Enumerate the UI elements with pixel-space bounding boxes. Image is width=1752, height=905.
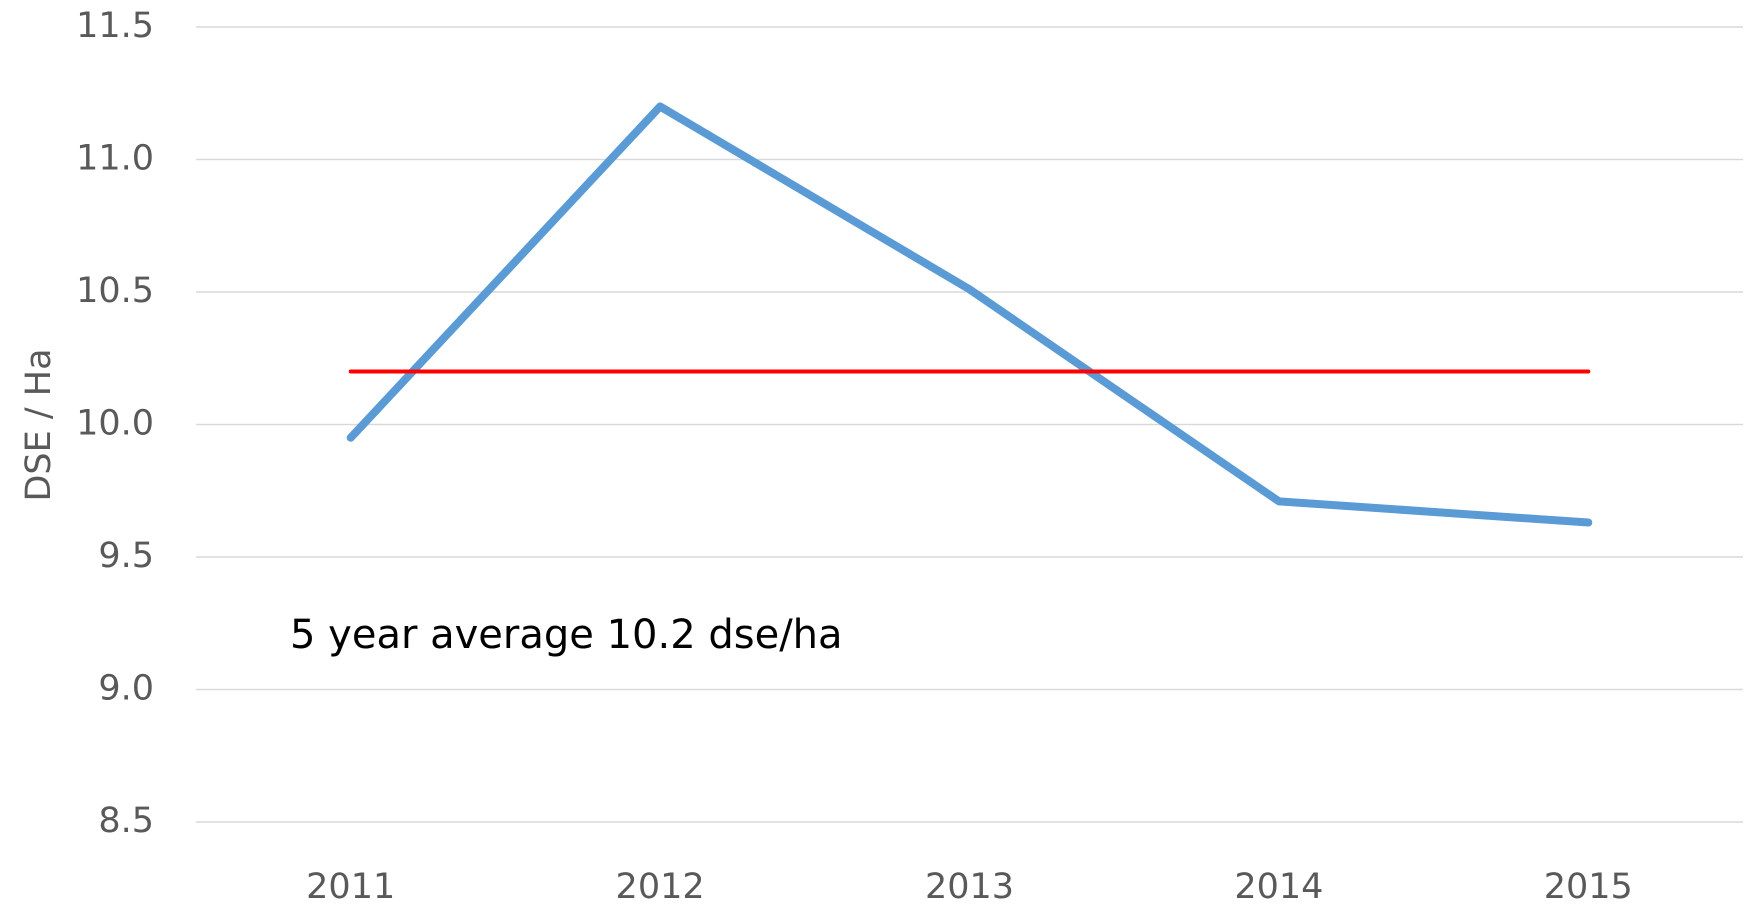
y-tick-label: 10.5 [76,271,154,311]
y-tick-label: 10.0 [76,404,154,444]
y-tick-label: 11.5 [76,6,154,46]
x-tick-label: 2014 [1234,867,1323,905]
x-tick-label: 2012 [616,867,705,905]
x-tick-label: 2013 [925,867,1014,905]
y-axis-label: DSE / Ha [19,348,59,501]
y-tick-label: 9.5 [98,536,154,576]
y-tick-label: 8.5 [98,801,154,841]
y-tick-label: 11.0 [76,139,154,179]
y-tick-label: 9.0 [98,669,154,709]
annotation: 5 year average 10.2 dse/ha [290,612,843,658]
series-line [346,102,1593,527]
x-tick-label: 2011 [306,867,395,905]
x-tick-label: 2015 [1544,867,1633,905]
